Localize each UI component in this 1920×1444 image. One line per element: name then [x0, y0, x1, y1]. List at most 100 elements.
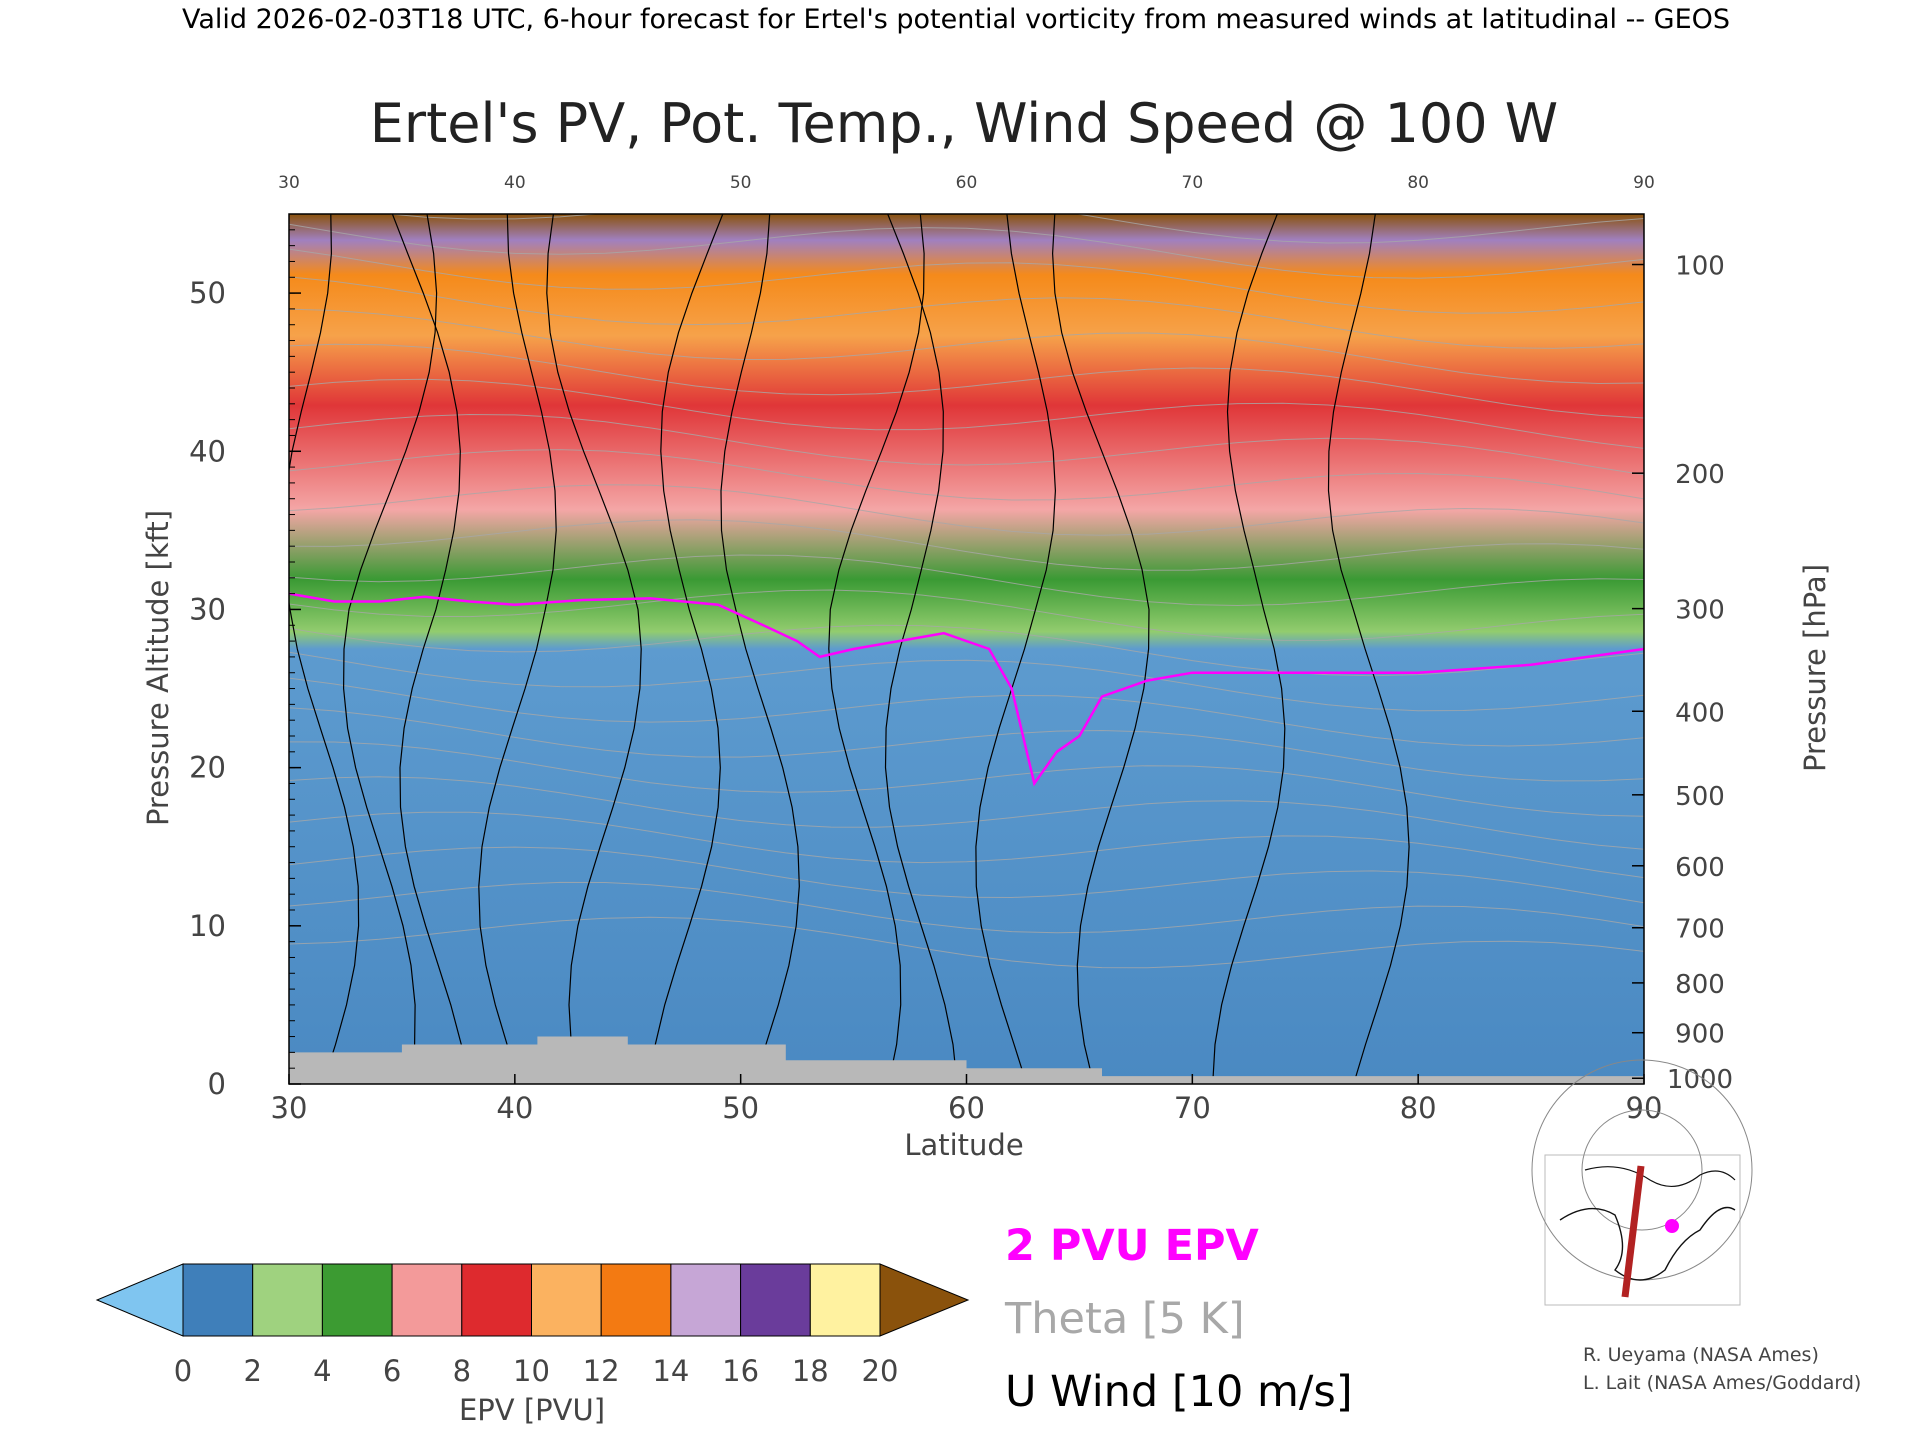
u-wind-contour [828, 214, 925, 1084]
y-tick-label: 10 [189, 909, 226, 943]
legend-item-pvu: 2 PVU EPV [1005, 1221, 1259, 1271]
colorbar-label: EPV [PVU] [459, 1393, 605, 1427]
legend-item-theta: Theta [5 K] [1004, 1294, 1245, 1344]
page-header: Valid 2026-02-03T18 UTC, 6-hour forecast… [182, 4, 1730, 35]
colorbar-tick-label: 18 [792, 1354, 829, 1388]
theta-contour [289, 741, 1644, 817]
pressure-tick-label: 200 [1675, 460, 1725, 490]
chart-title: Ertel's PV, Pot. Temp., Wind Speed @ 100… [370, 92, 1558, 155]
colorbar-segment [461, 1263, 532, 1337]
colorbar-segment [252, 1263, 323, 1337]
colorbar-segment [182, 1263, 254, 1337]
pressure-tick-label: 100 [1675, 252, 1725, 282]
x-top-tick-label: 40 [504, 173, 526, 193]
plot-area: 30 40 50 60 70 80 90 30 40 50 60 70 80 90 0 10 20 30 40 5… [141, 173, 1832, 1162]
y2-axis-label: Pressure [hPa] [1798, 564, 1832, 772]
u-wind-contour [1212, 214, 1286, 1084]
theta-contour [289, 449, 1644, 501]
y-tick-label: 20 [189, 751, 226, 785]
colorbar-tick-label: 10 [513, 1354, 550, 1388]
u-wind-contour [649, 214, 724, 1084]
x-top-tick-label: 60 [956, 173, 978, 193]
x-top-tick-label: 70 [1182, 173, 1204, 193]
theta-contour [289, 916, 1644, 969]
theta-contours [289, 214, 1644, 969]
x-top-tick-label: 90 [1633, 173, 1655, 193]
u-wind-contour [478, 214, 557, 1084]
colorbar-segment [670, 1263, 742, 1337]
legend: 2 PVU EPV Theta [5 K] U Wind [10 m/s] [1004, 1221, 1353, 1417]
y-axis-label: Pressure Altitude [kft] [141, 510, 175, 826]
colorbar-tick-label: 12 [583, 1354, 620, 1388]
x-tick-label: 60 [948, 1091, 985, 1125]
u-wind-contour [975, 214, 1057, 1084]
theta-contour [289, 276, 1644, 349]
x-axis-top: 30 40 50 60 70 80 90 [278, 173, 1655, 193]
u-wind-contour [720, 214, 800, 1084]
theta-contour [289, 624, 1644, 677]
map-coastline-north [1584, 1166, 1736, 1187]
colorbar-segment [321, 1263, 393, 1337]
x-tick-label: 50 [722, 1091, 759, 1125]
x-axis-label: Latitude [904, 1128, 1023, 1162]
colorbar-tick-label: 6 [383, 1354, 401, 1388]
x-tick-label: 80 [1400, 1091, 1437, 1125]
theta-contour [289, 846, 1644, 904]
theta-contour [289, 308, 1644, 385]
u-wind-contour [546, 214, 642, 1084]
colorbar-segment [600, 1263, 672, 1337]
x-top-tick-label: 30 [278, 173, 300, 193]
theta-contour [289, 413, 1644, 476]
y-tick-label: 30 [189, 592, 226, 626]
u-wind-contour [1327, 214, 1410, 1084]
theta-contour [289, 484, 1644, 536]
pressure-tick-label: 800 [1675, 970, 1725, 1000]
theta-contour [289, 378, 1644, 449]
theta-contour [289, 554, 1644, 607]
pressure-tick-label: 1000 [1667, 1065, 1733, 1095]
u-wind-contour [884, 214, 958, 1084]
theta-contour [289, 343, 1644, 419]
epv-field-background [289, 214, 1644, 1084]
y-tick-label: 40 [189, 434, 226, 468]
x-tick-label: 90 [1626, 1091, 1663, 1125]
legend-item-wind: U Wind [10 m/s] [1005, 1367, 1353, 1417]
u-wind-contour [1051, 214, 1150, 1084]
location-map-inset [1531, 1059, 1753, 1306]
x-tick-label: 30 [271, 1091, 308, 1125]
x-tick-label: 70 [1174, 1091, 1211, 1125]
map-point-marker [1665, 1219, 1679, 1233]
tropopause-2pvu-line [289, 592, 1644, 787]
x-tick-label: 40 [496, 1091, 533, 1125]
pressure-tick-label: 900 [1675, 1020, 1725, 1050]
x-top-tick-label: 50 [730, 173, 752, 193]
theta-contour [289, 651, 1644, 712]
pressure-tick-label: 400 [1675, 698, 1725, 728]
theta-contour [289, 811, 1644, 879]
colorbar-tick-label: 20 [862, 1354, 899, 1388]
u-wind-contour [391, 214, 470, 1084]
y-tick-label: 50 [189, 276, 226, 310]
colorbar-tick-label: 16 [722, 1354, 759, 1388]
y-axis-left: 0 10 20 30 40 50 [189, 229, 301, 1101]
theta-contour [289, 707, 1644, 782]
map-polar-circle-inner [1581, 1109, 1703, 1231]
theta-contour [383, 214, 1644, 244]
colorbar-segment [391, 1263, 463, 1337]
theta-contour [289, 223, 1644, 279]
y-tick-label: 0 [208, 1067, 226, 1101]
credit-line-2: L. Lait (NASA Ames/Goddard) [1583, 1372, 1861, 1394]
theta-contour [289, 519, 1644, 571]
pressure-tick-label: 500 [1675, 782, 1725, 812]
colorbar-tick-label: 2 [243, 1354, 261, 1388]
x-top-tick-label: 80 [1407, 173, 1429, 193]
colorbar-segment [809, 1263, 881, 1337]
theta-contour [289, 677, 1644, 747]
colorbar: 0 2 4 6 8 10 12 14 16 18 20 [95, 1263, 970, 1388]
map-coastline [1559, 1206, 1736, 1281]
map-cross-section-line [1621, 1165, 1645, 1298]
u-wind-contours [289, 214, 1410, 1084]
pressure-tick-label: 300 [1675, 596, 1725, 626]
